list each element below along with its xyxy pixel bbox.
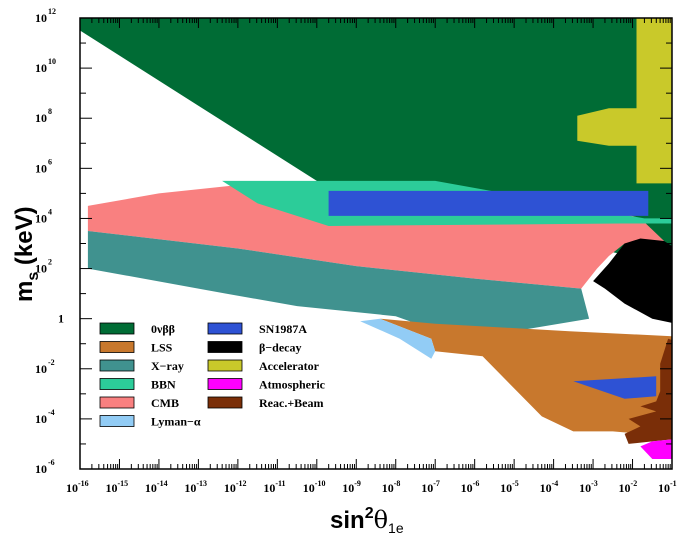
region--decay: [593, 238, 672, 323]
y-tick-label: 10: [35, 61, 47, 75]
legend-swatch-accelerator: [207, 359, 243, 372]
y-tick-exponent: 2: [48, 258, 52, 267]
y-tick-label: 10: [35, 11, 47, 25]
axis-ticks: [79, 17, 673, 470]
legend: 0νββ SN1987A LSS β−decay X−ray Accelerator BBN…: [99, 322, 326, 429]
legend-swatch-reac-beam: [207, 396, 243, 409]
y-tick-label: 10: [35, 362, 47, 376]
x-tick-label: 10-1: [658, 479, 677, 495]
y-tick-exponent: 6: [48, 157, 52, 166]
x-tick-label: 10-2: [619, 479, 638, 495]
y-tick-label: 10: [35, 111, 47, 125]
x-tick-label: 10-5: [500, 479, 519, 495]
x-tick-label: 10-12: [224, 479, 247, 495]
region-accelerator: [577, 18, 672, 184]
x-tick-label: 10-8: [382, 479, 401, 495]
legend-swatch-0-: [99, 322, 135, 335]
x-tick-labels: 10-16 10-15 10-14 10-13 10-12 10-11 10-10 10-9 1…: [66, 479, 677, 495]
y-tick-label: 10: [35, 462, 47, 476]
x-tick-label: 10-6: [461, 479, 480, 495]
region-reac-beam: [624, 338, 672, 444]
x-tick-label: 10-16: [66, 479, 89, 495]
region-lyman-: [360, 318, 436, 359]
legend-label-accelerator: Accelerator: [259, 359, 320, 373]
legend-swatch-lyman-: [99, 415, 135, 427]
x-tick-label: 10-10: [303, 479, 326, 495]
y-axis-title-sub: s: [25, 272, 42, 281]
x-tick-label: 10-13: [184, 479, 207, 495]
region-sn1987a: [328, 190, 649, 216]
y-tick-label: 10: [35, 211, 47, 225]
x-axis-title-symbol: θ: [374, 506, 388, 534]
x-axis-title: sin2θ1e: [330, 505, 404, 536]
legend-label-bbn: BBN: [151, 378, 176, 392]
y-tick-exponent: 12: [48, 7, 56, 16]
legend-swatch-x-ray: [99, 359, 135, 372]
y-axis-title-unit: (keV): [11, 206, 38, 271]
y-tick-exponent: 8: [48, 107, 52, 116]
region-x-ray: [87, 231, 590, 339]
x-tick-label: 10-9: [342, 479, 361, 495]
y-tick-exponent: -4: [48, 408, 55, 417]
y-tick-exponent: -2: [48, 358, 55, 367]
legend-swatch-sn1987a: [207, 322, 243, 335]
x-tick-label: 10-3: [579, 479, 598, 495]
x-axis-title-sup: 2: [365, 505, 374, 522]
x-tick-label: 10-11: [263, 479, 285, 495]
y-tick-label: 10: [35, 262, 47, 276]
x-tick-label: 10-7: [421, 479, 440, 495]
legend-swatch--decay: [207, 341, 243, 353]
x-tick-label: 10-15: [105, 479, 128, 495]
legend-swatch-lss: [99, 341, 135, 353]
legend-label--decay: β−decay: [259, 341, 302, 355]
legend-label-reac-beam: Reac.+Beam: [259, 396, 323, 410]
legend-label-0-: 0νββ: [151, 322, 175, 336]
x-tick-label: 10-4: [540, 479, 559, 495]
y-axis-title: ms (keV): [11, 206, 42, 302]
x-axis-title-sub: 1e: [388, 520, 404, 536]
legend-swatch-cmb: [99, 396, 135, 409]
legend-swatch-bbn: [99, 378, 135, 390]
y-tick-label: 10: [35, 412, 47, 426]
legend-label-lyman-: Lyman−α: [151, 415, 201, 429]
exclusion-regions: [80, 18, 672, 459]
legend-label-atmospheric: Atmospheric: [259, 378, 326, 392]
region-lss: [379, 318, 672, 437]
x-tick-label: 10-14: [145, 479, 168, 495]
legend-label-lss: LSS: [151, 341, 173, 355]
y-tick-exponent: 10: [48, 57, 56, 66]
legend-label-cmb: CMB: [151, 396, 179, 410]
y-tick-label: 10: [35, 161, 47, 175]
y-axis-title-main: m: [11, 281, 38, 302]
y-tick-label: 1: [58, 312, 64, 326]
legend-label-x-ray: X−ray: [151, 359, 184, 373]
y-tick-exponent: -6: [48, 458, 55, 467]
x-axis-title-base: sin: [330, 507, 365, 534]
legend-swatch-atmospheric: [207, 378, 243, 390]
region-atmospheric: [640, 439, 672, 459]
y-tick-exponent: 4: [48, 207, 52, 216]
legend-label-sn1987a: SN1987A: [259, 322, 307, 336]
region-extra-11: [573, 376, 657, 399]
